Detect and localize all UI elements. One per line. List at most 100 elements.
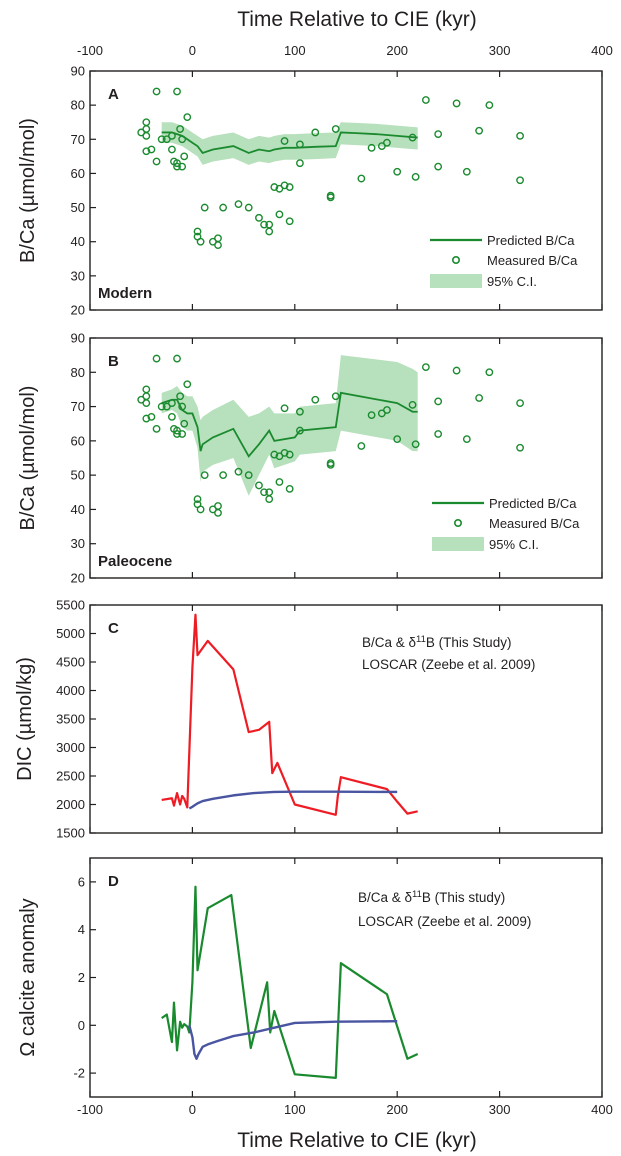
measured-point	[280, 137, 289, 145]
measured-point	[234, 200, 243, 209]
measured-point	[383, 138, 391, 147]
measured-point	[168, 131, 176, 140]
measured-point	[326, 193, 335, 202]
measured-point	[393, 435, 402, 444]
measured-point	[214, 241, 222, 250]
measured-point	[173, 87, 181, 96]
panel-b: 20 30 40 50 60 70 80 90 B/Ca (µmol/mol) B Paleocen…	[17, 331, 603, 586]
measured-point	[173, 426, 181, 435]
measured-point	[285, 183, 294, 191]
measured-point	[434, 130, 443, 139]
measured-point	[176, 392, 185, 401]
y-tick-label: 60	[71, 166, 85, 181]
measured-point	[162, 402, 171, 411]
measured-point	[260, 220, 268, 229]
legend-label: B/Ca & δ11B (This Study)	[362, 634, 511, 650]
legend-label: Measured B/Ca	[487, 253, 578, 268]
measured-point	[421, 96, 430, 104]
top-x-tick-label: 100	[284, 43, 306, 58]
y-tick-label: 3500	[56, 712, 85, 727]
y-tick-label: 90	[71, 331, 85, 346]
top-x-tick-labels: -100 0 100 200 300 400	[77, 43, 613, 58]
legend-label: LOSCAR (Zeebe et al. 2009)	[362, 657, 535, 672]
legend: B/Ca & δ11B (This study) LOSCAR (Zeebe et…	[358, 889, 531, 929]
measured-point	[377, 142, 386, 151]
panel-corner-label: Modern	[98, 285, 152, 302]
measured-point	[142, 392, 151, 401]
legend: Predicted B/Ca Measured B/Ca 95% C.I.	[432, 496, 580, 552]
measured-point	[244, 471, 253, 480]
y-tick-label: 20	[71, 303, 85, 318]
bottom-axis-title: Time Relative to CIE (kyr)	[237, 1129, 477, 1152]
measured-point	[168, 399, 176, 408]
measured-point	[462, 435, 471, 444]
series-line-loscar	[188, 790, 398, 810]
measured-point	[367, 143, 376, 152]
measured-point	[393, 167, 402, 176]
measured-point	[452, 99, 461, 108]
legend-band-swatch	[432, 537, 484, 551]
measured-point	[142, 125, 151, 133]
measured-point	[285, 217, 294, 226]
measured-point	[280, 448, 289, 457]
measured-point	[152, 157, 161, 166]
series-line-loscar	[188, 1020, 398, 1060]
measured-point	[137, 128, 146, 137]
measured-point	[208, 505, 217, 514]
y-tick-label: 1500	[56, 826, 85, 841]
y-tick-label: 80	[71, 98, 85, 113]
legend-label: 95% C.I.	[487, 274, 537, 289]
measured-point	[377, 409, 386, 418]
measured-point	[168, 145, 176, 154]
measured-point	[152, 354, 161, 363]
measured-point	[200, 203, 209, 212]
y-axis-title: Ω calcite anomaly	[17, 898, 39, 1056]
y-tick-label: 70	[71, 399, 85, 414]
measured-point	[142, 118, 151, 127]
measured-point	[275, 210, 284, 219]
measured-point	[265, 495, 274, 504]
y-tick-label: -2	[73, 1066, 85, 1081]
legend-band-swatch	[430, 274, 482, 288]
measured-point	[173, 354, 181, 363]
measured-point	[475, 394, 484, 402]
measured-point	[168, 412, 176, 421]
measured-point	[157, 402, 166, 411]
y-tick-label: 40	[71, 502, 85, 517]
predicted-line	[161, 391, 418, 458]
y-tick-label: 40	[71, 234, 85, 249]
panel-letter: A	[108, 86, 119, 103]
y-tick-label: 50	[71, 468, 85, 483]
bottom-x-tick-label: 300	[489, 1102, 511, 1117]
measured-point	[367, 411, 376, 420]
plot-frame	[89, 337, 603, 579]
measured-point	[331, 125, 340, 133]
y-tick-label: 90	[71, 64, 85, 79]
measured-point	[475, 126, 484, 135]
panel-letter: C	[108, 620, 119, 637]
legend: B/Ca & δ11B (This Study) LOSCAR (Zeebe et…	[362, 634, 535, 672]
measured-point	[214, 502, 222, 510]
measured-point	[193, 495, 202, 504]
measured-point	[152, 424, 161, 433]
bottom-x-tick-labels: -100 0 100 200 300 400	[77, 1102, 613, 1117]
plot-frame	[89, 857, 603, 1098]
measured-point	[219, 203, 228, 212]
measured-point	[296, 407, 304, 416]
measured-point	[255, 213, 263, 222]
measured-point	[255, 481, 263, 490]
measured-point	[183, 113, 192, 121]
measured-point	[196, 237, 205, 246]
measured-point	[214, 234, 222, 243]
legend-label: Predicted B/Ca	[489, 496, 577, 511]
measured-point	[176, 125, 185, 133]
measured-point	[265, 227, 274, 236]
measured-point	[357, 442, 366, 450]
y-tick-label: 6	[78, 874, 85, 889]
bottom-x-tick-label: 100	[284, 1102, 306, 1117]
panel-d: -2 0 2 4 6 Ω calcite anomaly D B/Ca & δ11B (Thi…	[17, 857, 603, 1098]
series-line-this-study	[161, 613, 418, 816]
measured-point	[280, 181, 289, 190]
